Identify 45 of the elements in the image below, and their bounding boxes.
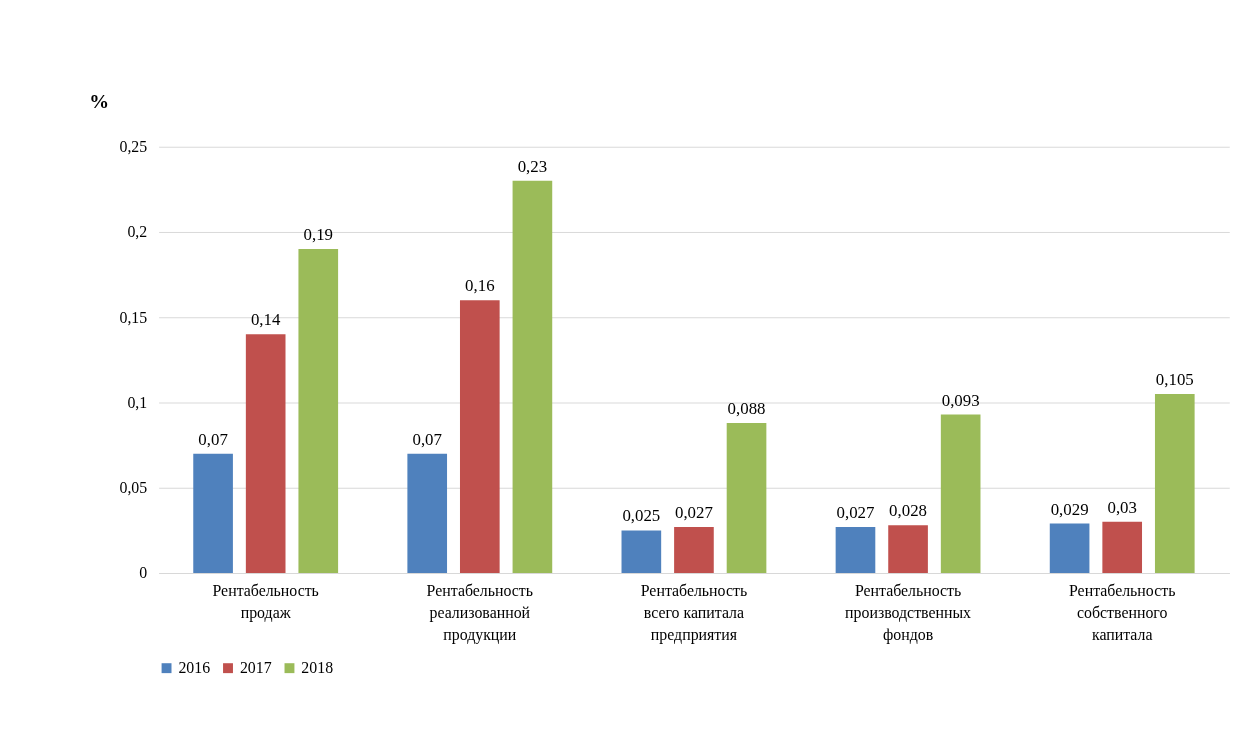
data-label: 0,088 (727, 399, 766, 419)
y-tick-label: 0,25 (119, 138, 148, 156)
data-label: 0,19 (303, 225, 334, 245)
data-label: 0,093 (941, 390, 980, 410)
y-tick-label: 0,1 (127, 393, 148, 411)
x-tick-label: Рентабельность производственных фондов (845, 582, 972, 644)
data-label: 0,16 (465, 276, 495, 296)
bar (940, 414, 981, 573)
bar (726, 422, 767, 573)
y-tick-label: 0,15 (119, 308, 148, 326)
data-label: 0,029 (1050, 499, 1089, 519)
bar (459, 300, 500, 573)
bar (245, 334, 286, 573)
x-tick-label: Рентабельность реализованной продукции (426, 582, 533, 644)
x-tick-label: Рентабельность продаж (212, 582, 319, 623)
data-label: 0,027 (836, 503, 875, 523)
bar (621, 530, 662, 573)
legend-label: 2018 (301, 659, 334, 677)
bar (407, 453, 448, 573)
data-label: 0,07 (412, 429, 442, 449)
bar (298, 249, 339, 573)
bar (1049, 523, 1090, 573)
data-label: 0,03 (1107, 497, 1137, 517)
data-label: 0,23 (517, 156, 548, 176)
x-tick-label: Рентабельность всего капитала предприятия (640, 582, 748, 644)
data-label: 0,14 (250, 310, 281, 330)
bar (512, 180, 553, 573)
bar (193, 453, 233, 573)
bar (835, 526, 876, 573)
y-axis-title: % (89, 90, 110, 113)
data-label: 0,025 (622, 506, 661, 526)
y-tick-label: 0 (139, 564, 148, 582)
bar (1154, 393, 1195, 573)
data-label: 0,028 (889, 501, 928, 521)
data-label: 0,07 (198, 429, 228, 449)
y-tick-label: 0,05 (119, 479, 148, 497)
bar (1102, 521, 1143, 573)
y-tick-label: 0,2 (127, 223, 148, 241)
bar (888, 525, 928, 573)
legend-label: 2016 (178, 659, 211, 677)
data-label: 0,105 (1155, 370, 1194, 390)
bar (674, 526, 714, 573)
legend-label: 2017 (239, 659, 272, 677)
x-tick-label: Рентабельность собственного капитала (1069, 582, 1176, 643)
data-label: 0,027 (674, 503, 713, 523)
